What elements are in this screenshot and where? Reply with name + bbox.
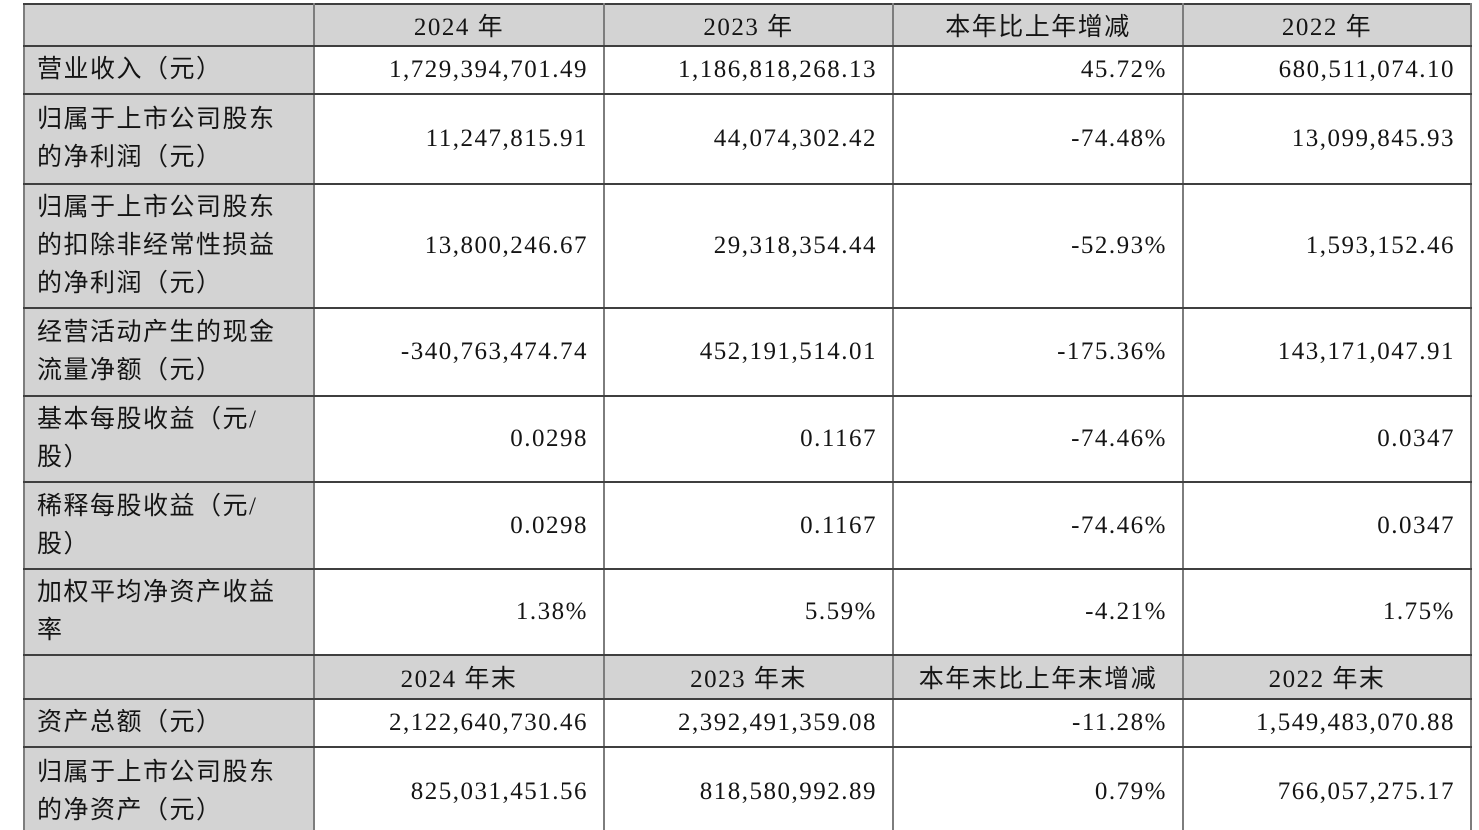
cell-value-2024: 0.0298 bbox=[313, 481, 605, 570]
row-label: 资产总额（元） bbox=[23, 698, 315, 748]
cell-value-2023: 5.59% bbox=[603, 568, 894, 656]
row-label: 归属于上市公司股东 的净利润（元） bbox=[23, 93, 315, 185]
table-header-row-annual: 2024 年 2023 年 本年比上年增减 2022 年 bbox=[23, 3, 1472, 47]
cell-value-2023: 818,580,992.89 bbox=[603, 746, 894, 830]
cell-value-2023: 44,074,302.42 bbox=[603, 93, 894, 185]
cell-value-2022: 766,057,275.17 bbox=[1182, 746, 1472, 830]
cell-value-2022: 143,171,047.91 bbox=[1182, 307, 1472, 397]
row-label: 基本每股收益（元/ 股） bbox=[23, 395, 315, 483]
cell-value-change: -74.46% bbox=[892, 481, 1184, 570]
cell-value-2024: 0.0298 bbox=[313, 395, 605, 483]
header-cell-2023: 2023 年 bbox=[603, 3, 894, 47]
cell-value-2024: 2,122,640,730.46 bbox=[313, 698, 605, 748]
header-cell-2022: 2022 年 bbox=[1182, 3, 1472, 47]
cell-value-2024: 13,800,246.67 bbox=[313, 183, 605, 309]
cell-value-change: -74.48% bbox=[892, 93, 1184, 185]
cell-value-2024: -340,763,474.74 bbox=[313, 307, 605, 397]
cell-value-2022: 1.75% bbox=[1182, 568, 1472, 656]
cell-value-2022: 0.0347 bbox=[1182, 481, 1472, 570]
header-cell-blank bbox=[23, 3, 315, 47]
cell-value-2024: 11,247,815.91 bbox=[313, 93, 605, 185]
header-cell-2024: 2024 年 bbox=[313, 3, 605, 47]
cell-value-2022: 1,593,152.46 bbox=[1182, 183, 1472, 309]
cell-value-change: -11.28% bbox=[892, 698, 1184, 748]
row-label: 归属于上市公司股东 的净资产（元） bbox=[23, 746, 315, 830]
table-row-diluted-eps: 稀释每股收益（元/ 股） 0.0298 0.1167 -74.46% 0.034… bbox=[23, 481, 1472, 570]
cell-value-change: -74.46% bbox=[892, 395, 1184, 483]
cell-value-2022: 680,511,074.10 bbox=[1182, 45, 1472, 95]
cell-value-2023: 29,318,354.44 bbox=[603, 183, 894, 309]
header-cell-2024-end: 2024 年末 bbox=[313, 654, 605, 700]
row-label: 归属于上市公司股东 的扣除非经常性损益 的净利润（元） bbox=[23, 183, 315, 309]
cell-value-2022: 1,549,483,070.88 bbox=[1182, 698, 1472, 748]
cell-value-2023: 0.1167 bbox=[603, 395, 894, 483]
cell-value-2024: 1.38% bbox=[313, 568, 605, 656]
table-row-revenue: 营业收入（元） 1,729,394,701.49 1,186,818,268.1… bbox=[23, 45, 1472, 95]
table-row-basic-eps: 基本每股收益（元/ 股） 0.0298 0.1167 -74.46% 0.034… bbox=[23, 395, 1472, 483]
table-row-net-assets: 归属于上市公司股东 的净资产（元） 825,031,451.56 818,580… bbox=[23, 746, 1472, 830]
header-cell-2022-end: 2022 年末 bbox=[1182, 654, 1472, 700]
cell-value-2022: 0.0347 bbox=[1182, 395, 1472, 483]
cell-value-2023: 452,191,514.01 bbox=[603, 307, 894, 397]
table-row-total-assets: 资产总额（元） 2,122,640,730.46 2,392,491,359.0… bbox=[23, 698, 1472, 748]
header-cell-2023-end: 2023 年末 bbox=[603, 654, 894, 700]
header-cell-yoy-change: 本年比上年增减 bbox=[892, 3, 1184, 47]
table-row-net-profit: 归属于上市公司股东 的净利润（元） 11,247,815.91 44,074,3… bbox=[23, 93, 1472, 185]
cell-value-change: -52.93% bbox=[892, 183, 1184, 309]
table-row-weighted-avg-roe: 加权平均净资产收益 率 1.38% 5.59% -4.21% 1.75% bbox=[23, 568, 1472, 656]
table-header-row-year-end: 2024 年末 2023 年末 本年末比上年末增减 2022 年末 bbox=[23, 654, 1472, 700]
cell-value-change: 0.79% bbox=[892, 746, 1184, 830]
cell-value-change: -4.21% bbox=[892, 568, 1184, 656]
financial-summary-table: 2024 年 2023 年 本年比上年增减 2022 年 营业收入（元） 1,7… bbox=[23, 3, 1472, 830]
cell-value-2023: 2,392,491,359.08 bbox=[603, 698, 894, 748]
cell-value-change: -175.36% bbox=[892, 307, 1184, 397]
cell-value-2024: 825,031,451.56 bbox=[313, 746, 605, 830]
row-label: 经营活动产生的现金 流量净额（元） bbox=[23, 307, 315, 397]
cell-value-2023: 0.1167 bbox=[603, 481, 894, 570]
cell-value-2023: 1,186,818,268.13 bbox=[603, 45, 894, 95]
header-cell-blank bbox=[23, 654, 315, 700]
table-row-operating-cash-flow: 经营活动产生的现金 流量净额（元） -340,763,474.74 452,19… bbox=[23, 307, 1472, 397]
row-label: 加权平均净资产收益 率 bbox=[23, 568, 315, 656]
cell-value-2024: 1,729,394,701.49 bbox=[313, 45, 605, 95]
cell-value-change: 45.72% bbox=[892, 45, 1184, 95]
row-label: 营业收入（元） bbox=[23, 45, 315, 95]
table-row-net-profit-excl-nonrecurring: 归属于上市公司股东 的扣除非经常性损益 的净利润（元） 13,800,246.6… bbox=[23, 183, 1472, 309]
row-label: 稀释每股收益（元/ 股） bbox=[23, 481, 315, 570]
header-cell-year-end-change: 本年末比上年末增减 bbox=[892, 654, 1184, 700]
cell-value-2022: 13,099,845.93 bbox=[1182, 93, 1472, 185]
